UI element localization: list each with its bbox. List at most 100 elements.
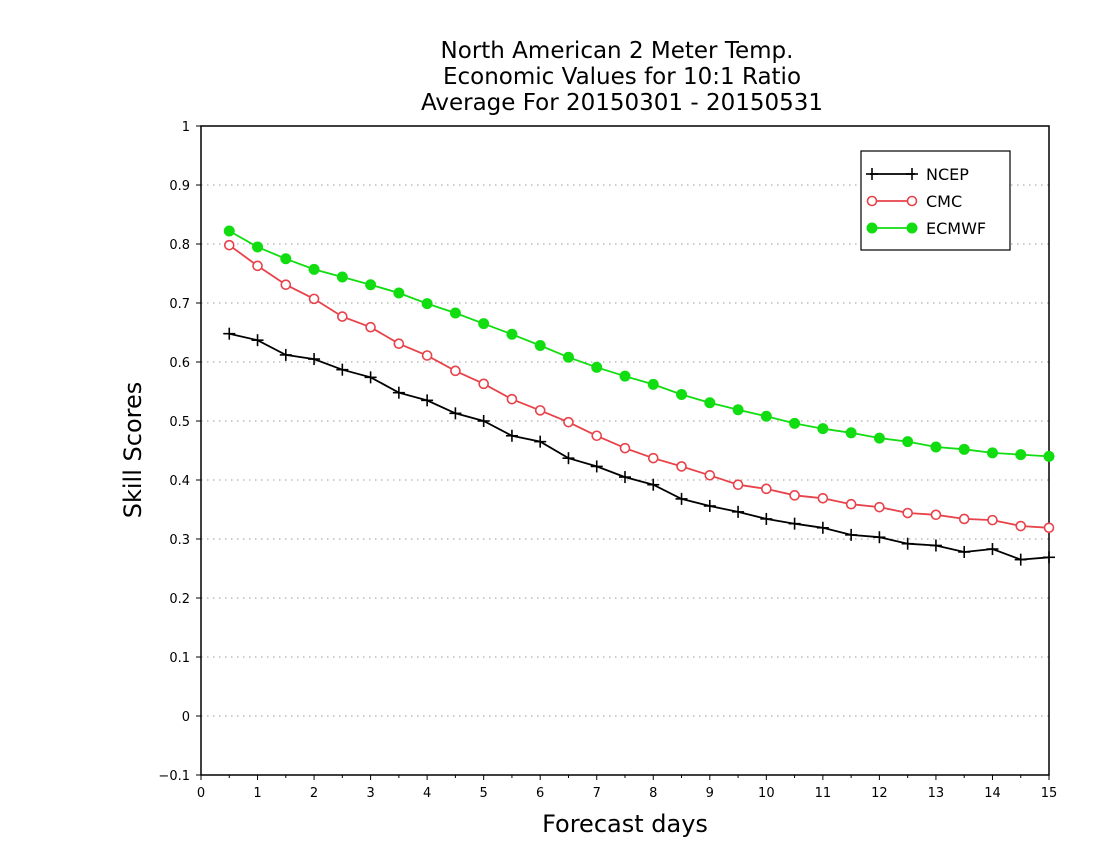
data-point-cmc xyxy=(591,430,603,442)
data-point-ecmwf xyxy=(873,432,885,444)
data-point-ecmwf xyxy=(760,410,772,422)
series-ecmwf xyxy=(223,225,1055,462)
data-point-cmc xyxy=(506,393,518,405)
title-line-3: Average For 20150301 - 20150531 xyxy=(421,90,823,116)
data-point-ecmwf xyxy=(704,397,716,409)
data-point-cmc xyxy=(845,498,857,510)
data-point-ecmwf xyxy=(280,253,292,265)
data-point-ncep xyxy=(251,334,264,347)
legend-entry-ncep: NCEP xyxy=(866,165,969,184)
data-point-ncep xyxy=(986,543,999,556)
y-tick-label: 0.8 xyxy=(169,238,190,253)
x-axis-ticks: 0 1 2 3 4 5 6 7 8 9 10 11 12 13 14 15 xyxy=(197,775,1057,801)
x-tick-label: 5 xyxy=(480,786,488,801)
x-tick-label: 9 xyxy=(706,786,714,801)
data-point-cmc xyxy=(676,461,687,472)
legend-label-ecmwf: ECMWF xyxy=(926,219,986,238)
x-axis-label: Forecast days xyxy=(542,810,708,838)
data-point-cmc xyxy=(930,509,942,521)
data-point-cmc xyxy=(987,514,998,526)
data-point-ecmwf xyxy=(647,378,659,390)
y-tick-label: 0 xyxy=(182,710,190,725)
data-point-cmc xyxy=(450,365,461,377)
data-point-cmc xyxy=(280,279,292,291)
data-point-ncep xyxy=(364,371,377,384)
data-point-ncep xyxy=(308,353,321,366)
data-point-ecmwf xyxy=(308,263,320,275)
data-point-ncep xyxy=(392,386,405,399)
x-tick-label: 7 xyxy=(593,786,601,801)
x-tick-label: 1 xyxy=(253,786,261,801)
legend-marker-cmc xyxy=(906,195,918,207)
data-point-cmc xyxy=(874,501,885,513)
data-point-cmc xyxy=(958,513,970,525)
legend-marker-ncep xyxy=(906,168,918,180)
series-lines xyxy=(223,225,1055,566)
data-point-ecmwf xyxy=(676,388,688,400)
legend-entry-ecmwf: ECMWF xyxy=(866,219,986,238)
data-point-ecmwf xyxy=(732,404,744,416)
data-point-ecmwf xyxy=(336,271,348,283)
data-point-cmc xyxy=(732,479,744,491)
data-point-ncep xyxy=(534,435,547,448)
series-line-ncep xyxy=(229,332,1050,561)
data-point-ncep xyxy=(958,545,971,558)
data-point-ncep xyxy=(619,471,631,484)
data-point-cmc xyxy=(1015,520,1027,532)
y-tick-label: 0.6 xyxy=(169,356,190,371)
data-point-ncep xyxy=(816,521,829,534)
data-point-ecmwf xyxy=(1015,449,1027,461)
series-ncep xyxy=(223,327,1055,566)
data-point-ncep xyxy=(760,512,773,525)
data-point-cmc xyxy=(647,452,659,464)
data-point-ecmwf xyxy=(365,279,377,291)
x-tick-label: 12 xyxy=(871,786,888,801)
data-point-cmc xyxy=(223,239,235,251)
data-point-ecmwf xyxy=(930,441,942,453)
data-point-ncep xyxy=(788,517,801,530)
data-point-ecmwf xyxy=(506,328,518,340)
series-line-ecmwf xyxy=(228,230,1050,458)
data-point-ncep xyxy=(703,499,716,512)
data-point-ncep xyxy=(336,363,349,376)
data-point-ecmwf xyxy=(562,351,574,363)
data-point-cmc xyxy=(563,416,574,428)
data-point-cmc xyxy=(308,293,320,305)
data-point-cmc xyxy=(478,378,489,390)
data-point-ncep xyxy=(873,531,886,544)
data-point-ecmwf xyxy=(902,436,914,448)
legend-marker-cmc xyxy=(866,195,878,207)
data-point-ncep xyxy=(901,537,914,550)
x-tick-label: 13 xyxy=(928,786,945,801)
data-point-cmc xyxy=(365,321,376,333)
data-point-ncep xyxy=(675,492,688,505)
x-tick-label: 2 xyxy=(310,786,318,801)
data-point-cmc xyxy=(817,492,829,504)
y-tick-label: 0.3 xyxy=(169,533,190,548)
legend-marker-ncep xyxy=(866,168,878,180)
data-point-ncep xyxy=(477,415,490,427)
legend-entry-cmc: CMC xyxy=(866,192,962,211)
data-point-ecmwf xyxy=(252,241,264,253)
data-point-cmc xyxy=(421,350,433,361)
y-tick-label: 0.7 xyxy=(169,297,190,312)
data-point-ncep xyxy=(1014,553,1027,566)
x-tick-label: 10 xyxy=(758,786,775,801)
y-tick-label: 0.1 xyxy=(169,651,190,666)
data-point-ncep xyxy=(279,348,292,361)
data-point-ecmwf xyxy=(534,339,546,351)
legend-label-ncep: NCEP xyxy=(926,165,969,184)
data-point-ecmwf xyxy=(986,447,998,459)
x-tick-label: 8 xyxy=(649,786,657,801)
x-tick-label: 4 xyxy=(423,786,431,801)
x-tick-label: 14 xyxy=(984,786,1001,801)
data-point-ncep xyxy=(590,460,603,473)
data-point-cmc xyxy=(619,442,631,454)
data-point-cmc xyxy=(252,260,263,272)
series-line-cmc xyxy=(228,244,1050,529)
data-point-cmc xyxy=(761,483,772,495)
chart-title: North American 2 Meter Temp. Economic Va… xyxy=(421,38,823,116)
title-line-1: North American 2 Meter Temp. xyxy=(441,38,794,64)
data-point-ecmwf xyxy=(958,443,970,455)
x-tick-label: 11 xyxy=(815,786,832,801)
